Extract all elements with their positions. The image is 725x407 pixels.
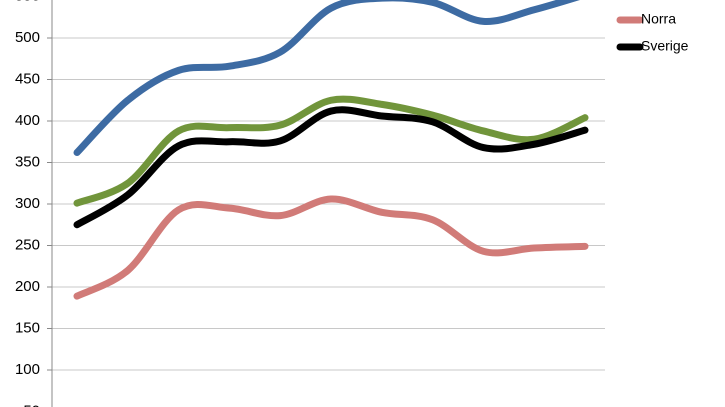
- y-tick-label: 300: [15, 195, 40, 212]
- y-tick-label: 100: [15, 361, 40, 378]
- y-tick-label: 150: [15, 319, 40, 336]
- legend-label: Sverige: [641, 38, 689, 54]
- y-tick-label: 200: [15, 278, 40, 295]
- y-tick-label: 350: [15, 153, 40, 170]
- y-tick-label: 450: [15, 70, 40, 87]
- y-tick-label: 250: [15, 236, 40, 253]
- y-tick-label: 400: [15, 112, 40, 129]
- legend-label: Norra: [641, 11, 676, 27]
- y-tick-label: 50: [23, 402, 40, 407]
- series-line: [73, 195, 589, 300]
- y-tick-label: 500: [15, 29, 40, 46]
- series-line: [73, 0, 581, 157]
- series-line: [73, 95, 589, 207]
- series-line: [73, 106, 589, 229]
- y-tick-label: 550: [15, 0, 40, 4]
